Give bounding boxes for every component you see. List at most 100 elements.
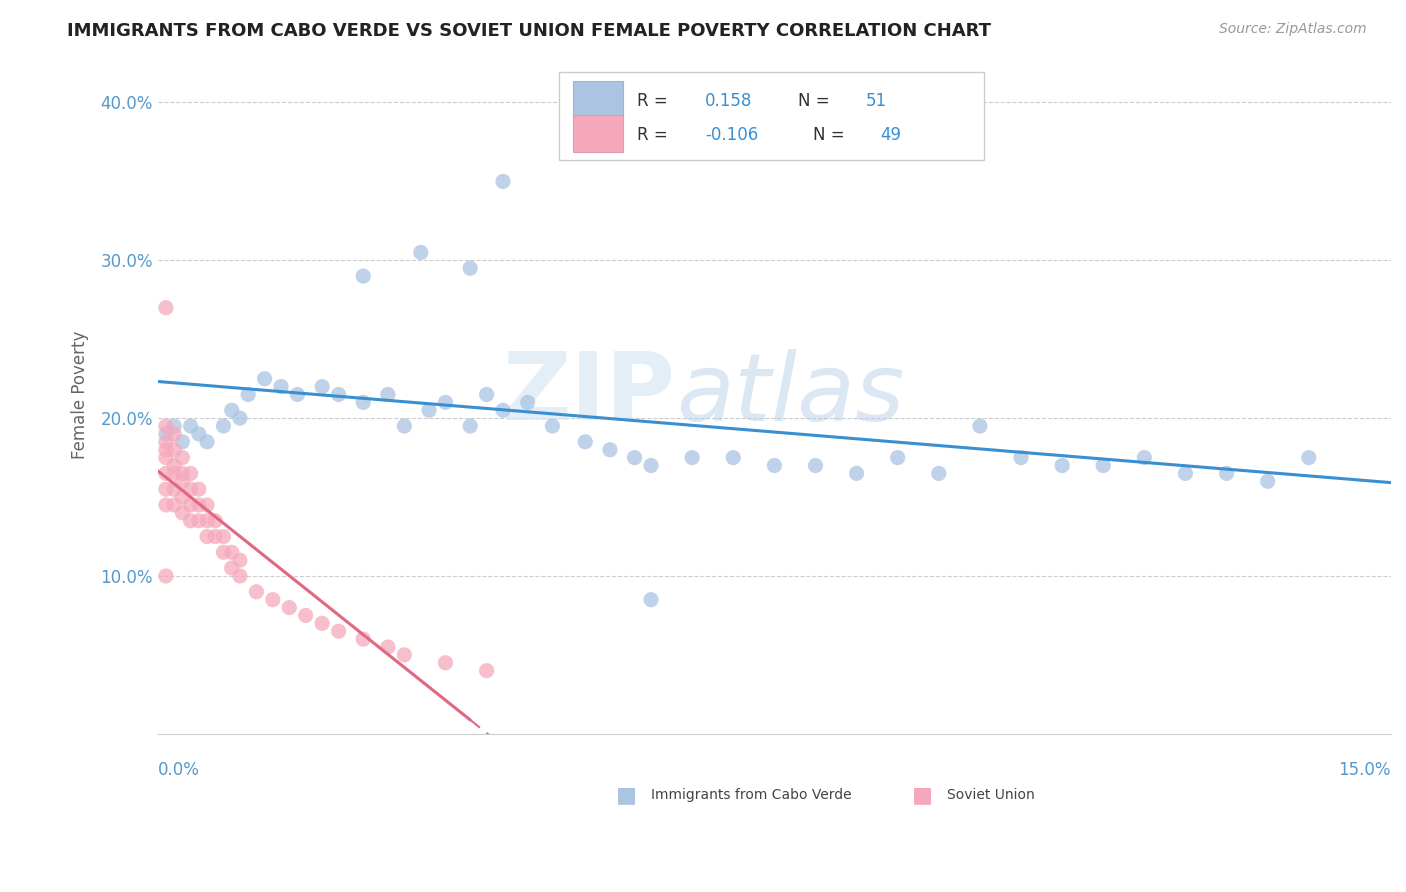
Point: [229, 553, 252, 567]
Text: Immigrants from Cabo Verde: Immigrants from Cabo Verde: [651, 788, 852, 802]
FancyBboxPatch shape: [574, 115, 623, 153]
Point: [187, 514, 209, 528]
Point: [311, 616, 333, 631]
Point: [1010, 450, 1032, 465]
Point: [262, 592, 284, 607]
Point: [516, 395, 538, 409]
Point: [204, 514, 226, 528]
Point: [1215, 467, 1237, 481]
Text: Soviet Union: Soviet Union: [948, 788, 1035, 802]
Text: ZIP: ZIP: [503, 349, 676, 441]
Text: 51: 51: [866, 92, 887, 110]
Point: [172, 506, 194, 520]
Point: [180, 514, 202, 528]
Point: [155, 569, 177, 583]
Point: [187, 482, 209, 496]
Point: [180, 419, 202, 434]
Point: [212, 419, 235, 434]
Point: [163, 458, 186, 473]
Point: [195, 434, 218, 449]
Point: [229, 569, 252, 583]
Point: [172, 450, 194, 465]
Point: [1298, 450, 1320, 465]
Point: [804, 458, 827, 473]
Point: [328, 624, 350, 639]
Point: [623, 450, 645, 465]
Text: N =: N =: [797, 92, 830, 110]
Point: [221, 545, 243, 559]
Point: [195, 529, 218, 543]
FancyBboxPatch shape: [574, 81, 623, 119]
Point: [1257, 475, 1279, 489]
Text: 15.0%: 15.0%: [1339, 761, 1391, 779]
Point: [434, 656, 457, 670]
Point: [229, 411, 252, 425]
Point: [163, 419, 186, 434]
Point: [155, 434, 177, 449]
Point: [278, 600, 301, 615]
Point: [969, 419, 991, 434]
Point: [541, 419, 564, 434]
Point: [1174, 467, 1197, 481]
Point: [845, 467, 868, 481]
Point: [155, 426, 177, 441]
Point: [394, 648, 416, 662]
Text: R =: R =: [637, 92, 668, 110]
Point: [352, 269, 374, 284]
Y-axis label: Female Poverty: Female Poverty: [72, 330, 89, 458]
Point: [558, 127, 581, 141]
Point: [492, 403, 515, 417]
Point: [155, 482, 177, 496]
Text: ■: ■: [912, 785, 932, 805]
Point: [458, 419, 481, 434]
Point: [187, 498, 209, 512]
Point: [352, 632, 374, 647]
Text: N =: N =: [813, 126, 844, 144]
FancyBboxPatch shape: [558, 72, 984, 161]
Point: [236, 387, 259, 401]
Point: [155, 442, 177, 457]
Text: R =: R =: [637, 126, 668, 144]
Point: [163, 482, 186, 496]
Point: [328, 387, 350, 401]
Point: [163, 498, 186, 512]
Point: [1133, 450, 1156, 465]
Point: [270, 379, 292, 393]
Point: [180, 498, 202, 512]
Point: [172, 475, 194, 489]
Point: [180, 482, 202, 496]
Point: [409, 245, 432, 260]
Point: [195, 498, 218, 512]
Point: [187, 426, 209, 441]
Point: [640, 592, 662, 607]
Point: [377, 640, 399, 654]
Text: IMMIGRANTS FROM CABO VERDE VS SOVIET UNION FEMALE POVERTY CORRELATION CHART: IMMIGRANTS FROM CABO VERDE VS SOVIET UNI…: [67, 22, 991, 40]
Point: [886, 450, 908, 465]
Text: ■: ■: [616, 785, 637, 805]
Point: [204, 529, 226, 543]
Point: [172, 434, 194, 449]
Point: [155, 301, 177, 315]
Point: [574, 434, 596, 449]
Point: [763, 458, 786, 473]
Point: [599, 442, 621, 457]
Text: 0.0%: 0.0%: [157, 761, 200, 779]
Point: [418, 403, 440, 417]
Point: [180, 467, 202, 481]
Point: [212, 529, 235, 543]
Point: [723, 450, 745, 465]
Point: [287, 387, 309, 401]
Text: Source: ZipAtlas.com: Source: ZipAtlas.com: [1219, 22, 1367, 37]
Point: [172, 490, 194, 504]
Point: [1092, 458, 1115, 473]
Point: [492, 174, 515, 188]
Point: [475, 387, 498, 401]
Point: [1050, 458, 1073, 473]
Point: [212, 545, 235, 559]
Point: [155, 467, 177, 481]
Point: [163, 442, 186, 457]
Point: [163, 426, 186, 441]
Point: [681, 450, 703, 465]
Point: [221, 403, 243, 417]
Text: 0.158: 0.158: [706, 92, 752, 110]
